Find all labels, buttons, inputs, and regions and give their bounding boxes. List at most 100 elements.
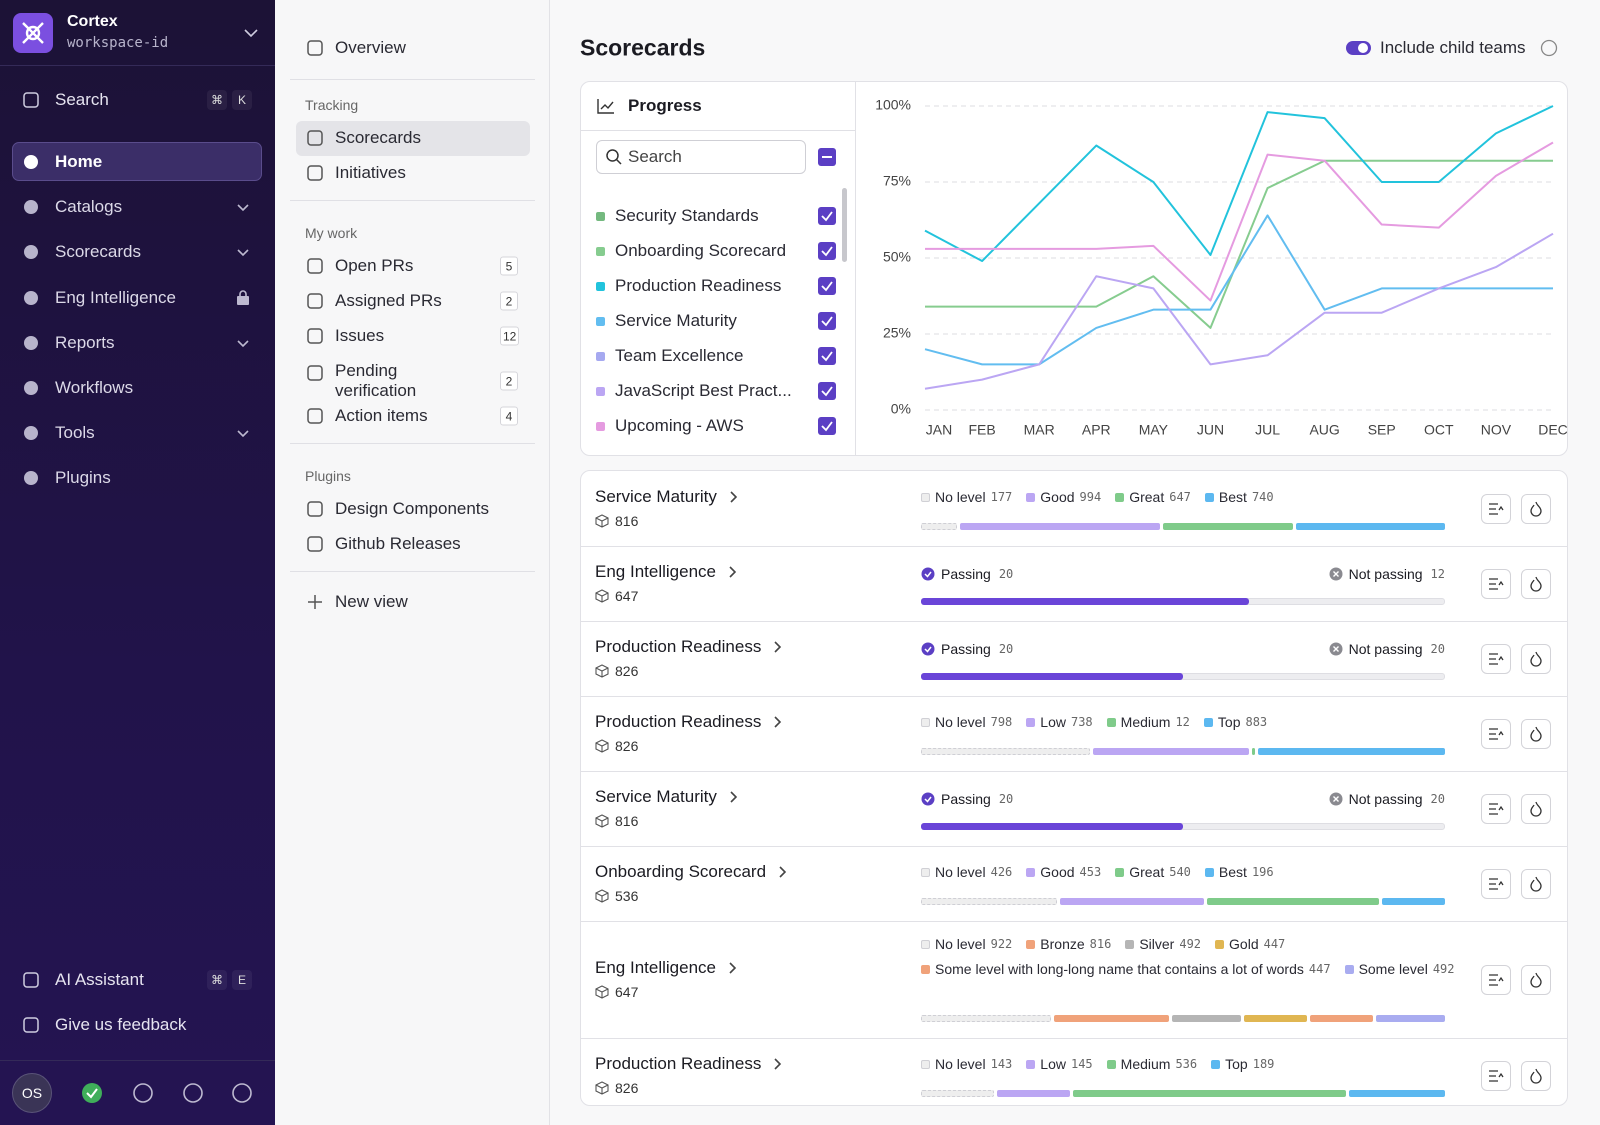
- nav-item[interactable]: Pending verification: [335, 361, 417, 400]
- chevron-path: [729, 565, 737, 578]
- ai-assistant[interactable]: AI Assistant: [55, 970, 144, 989]
- nav-item[interactable]: Initiatives: [335, 163, 406, 182]
- checkbox[interactable]: [818, 312, 836, 330]
- legend-label[interactable]: Service Maturity: [615, 311, 737, 330]
- flame-button[interactable]: [1521, 964, 1551, 995]
- search-box[interactable]: [596, 140, 806, 174]
- level-count: 492: [1432, 962, 1455, 976]
- nav-item[interactable]: Catalogs: [55, 197, 123, 217]
- legend-label[interactable]: Team Excellence: [615, 346, 744, 365]
- flame-button[interactable]: [1521, 1060, 1551, 1091]
- nav-item[interactable]: Open PRs: [335, 256, 414, 275]
- nav-item[interactable]: Issues: [335, 326, 385, 345]
- scorecard-name[interactable]: Service Maturity: [595, 486, 717, 506]
- divider: [290, 200, 535, 201]
- feedback[interactable]: Give us feedback: [55, 1015, 187, 1034]
- passing-icon: [921, 792, 935, 806]
- scorecard-name[interactable]: Eng Intelligence: [595, 561, 716, 581]
- checkbox[interactable]: [818, 417, 836, 435]
- flame-button[interactable]: [1521, 568, 1551, 599]
- icon-shape: [23, 1017, 39, 1033]
- scorecard-name[interactable]: Production Readiness: [595, 636, 762, 656]
- nav-item[interactable]: Tools: [55, 423, 95, 443]
- not-passing-label: Not passing: [1348, 641, 1423, 657]
- button-icon: [1530, 576, 1542, 592]
- overview[interactable]: Overview: [335, 38, 406, 57]
- nav-item[interactable]: Eng Intelligence: [55, 287, 176, 307]
- nav-item[interactable]: Workflows: [55, 378, 134, 397]
- checkbox[interactable]: [818, 242, 836, 260]
- flame-button[interactable]: [1521, 718, 1551, 749]
- page-title: Scorecards: [580, 34, 706, 61]
- nav-item[interactable]: Home: [55, 152, 103, 171]
- scorecard-row[interactable]: Production Readiness 826 Passing 20 20 Not pa…: [581, 621, 1567, 697]
- button-icon-shape: [1489, 502, 1504, 515]
- scorecard-row[interactable]: Eng Intelligence 647 No level 922 Bronze 816 S…: [581, 921, 1567, 1039]
- icon-shape: [307, 130, 323, 146]
- checkbox[interactable]: [818, 347, 836, 365]
- level-item: No level 177: [921, 488, 1012, 506]
- scorecard-name[interactable]: Eng Intelligence: [595, 957, 716, 977]
- level-bar-segment: [921, 748, 1091, 755]
- list-button[interactable]: [1481, 718, 1511, 749]
- level-swatch: [1115, 867, 1125, 877]
- icon-shape: [24, 290, 38, 305]
- icon: [307, 40, 323, 56]
- scorecard-row[interactable]: Service Maturity 816 Passing 20 20 Not passin…: [581, 771, 1567, 847]
- level-bar-segment: [1053, 1015, 1169, 1022]
- checkbox-box: [818, 382, 836, 400]
- level-item: Good 453: [1026, 863, 1101, 881]
- scorecard-name[interactable]: Production Readiness: [595, 711, 762, 731]
- x-tick-label: APR: [1082, 422, 1111, 438]
- level-item: Great 647: [1115, 488, 1191, 506]
- button-icon-shape: [1489, 1069, 1504, 1082]
- checkbox[interactable]: [818, 382, 836, 400]
- nav-item[interactable]: Assigned PRs: [335, 291, 442, 310]
- flame-button[interactable]: [1521, 868, 1551, 899]
- legend-label[interactable]: Production Readiness: [615, 276, 782, 295]
- legend-label[interactable]: Onboarding Scorecard: [615, 241, 787, 260]
- nav-item[interactable]: Github Releases: [335, 534, 461, 553]
- scorecard-name[interactable]: Service Maturity: [595, 786, 717, 806]
- legend-label[interactable]: Upcoming - AWS: [615, 416, 744, 435]
- list-button[interactable]: [1481, 643, 1511, 674]
- list-button[interactable]: [1481, 568, 1511, 599]
- flame-button[interactable]: [1521, 643, 1551, 674]
- list-button[interactable]: [1481, 1060, 1511, 1091]
- nav-item[interactable]: Reports: [55, 332, 115, 352]
- level-swatch: [1204, 867, 1214, 877]
- scorecard-row[interactable]: Eng Intelligence 647 Passing 20 12 Not passin…: [581, 546, 1567, 622]
- list-button[interactable]: [1481, 964, 1511, 995]
- level-legend: No level 922 Bronze 816 Silver 492 Gold 447 Some…: [921, 935, 1465, 978]
- legend-label[interactable]: JavaScript Best Pract...: [615, 381, 792, 400]
- list-button[interactable]: [1481, 493, 1511, 524]
- scorecard-row[interactable]: Onboarding Scorecard 536 No level 426 Good 45…: [581, 846, 1567, 922]
- checkbox[interactable]: [818, 207, 836, 225]
- checkbox[interactable]: [818, 277, 836, 295]
- scorecard-row[interactable]: Production Readiness 826 No level 798 Low 738…: [581, 696, 1567, 772]
- level-bar-segment: [1296, 523, 1445, 530]
- level-bar-segment: [921, 1015, 1051, 1022]
- scorecard-row[interactable]: Service Maturity 816 No level 177 Good 994 Gre…: [581, 471, 1567, 547]
- scorecard-name[interactable]: Production Readiness: [595, 1053, 762, 1073]
- nav-item[interactable]: Design Components: [335, 499, 490, 518]
- chevron: [237, 340, 249, 347]
- flame-button[interactable]: [1521, 793, 1551, 824]
- cube-icon: [595, 588, 609, 603]
- new-view[interactable]: New view: [335, 592, 408, 611]
- scorecard-row[interactable]: Production Readiness 826 No level 143 Low 145…: [581, 1038, 1567, 1105]
- legend-label[interactable]: Security Standards: [615, 206, 759, 225]
- nav-item[interactable]: Action items: [335, 406, 428, 425]
- toggle-label[interactable]: Include child teams: [1380, 38, 1526, 57]
- list-button[interactable]: [1481, 793, 1511, 824]
- nav-item[interactable]: Scorecards: [335, 128, 421, 147]
- footer-icon: [183, 1083, 203, 1103]
- search[interactable]: Search: [55, 90, 109, 109]
- nav-item[interactable]: Plugins: [55, 468, 111, 488]
- scorecard-name[interactable]: Onboarding Scorecard: [595, 861, 767, 881]
- x-tick-label: NOV: [1481, 422, 1512, 438]
- nav-item[interactable]: Scorecards: [55, 242, 141, 262]
- passing-icon: [921, 567, 935, 581]
- flame-button[interactable]: [1521, 493, 1551, 524]
- list-button[interactable]: [1481, 868, 1511, 899]
